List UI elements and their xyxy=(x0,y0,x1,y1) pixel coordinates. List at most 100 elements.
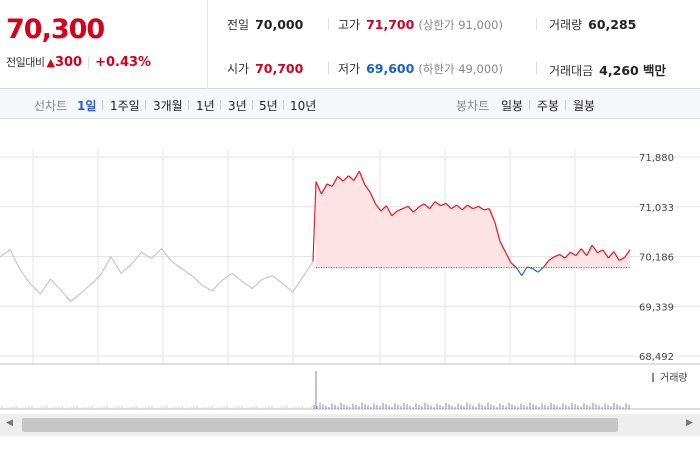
price-line-segment xyxy=(337,175,344,182)
price-line-segment xyxy=(412,206,420,213)
candle-chart-label: 봉차트 xyxy=(456,99,490,113)
line-chart-label: 선차트 xyxy=(34,99,68,113)
price-line-segment xyxy=(429,201,436,210)
price-line-segment xyxy=(353,170,360,181)
upper-limit: (상한가 91,000) xyxy=(418,18,503,32)
volume-legend: 거래량 xyxy=(660,372,688,384)
price-line-segment xyxy=(580,248,588,257)
price-line-segment xyxy=(396,208,403,212)
stat-open: 시가 70,700 xyxy=(227,60,303,77)
price-line-segment xyxy=(461,204,469,211)
price-line-segment xyxy=(564,251,571,259)
period-1w[interactable]: 1주일 xyxy=(110,99,140,113)
price-line-segment xyxy=(434,201,441,207)
stat-low: 저가 69,600 (하한가 49,000) xyxy=(338,60,503,77)
price-line-segment xyxy=(483,208,490,211)
price-line-segment xyxy=(548,256,555,261)
period-3m[interactable]: 3개월 xyxy=(153,99,183,113)
divider xyxy=(328,18,329,30)
divider xyxy=(188,100,189,110)
period-10y[interactable]: 10년 xyxy=(290,99,317,113)
divider xyxy=(145,100,146,110)
price-line-segment xyxy=(402,205,409,210)
scroll-right-icon[interactable]: ▶ xyxy=(686,418,693,428)
candle-monthly[interactable]: 월봉 xyxy=(573,99,596,113)
price-line-segment xyxy=(385,205,393,217)
divider xyxy=(102,100,103,110)
stat-amount: 거래대금 4,260 백만 xyxy=(549,60,666,79)
price-line-segment xyxy=(510,262,517,268)
scrollbar-thumb[interactable] xyxy=(22,418,618,432)
price-line-segment xyxy=(364,184,371,193)
price-line-segment xyxy=(570,251,577,257)
price-line-segment xyxy=(618,256,625,261)
y-tick-label: 71,033 xyxy=(639,203,674,214)
scroll-left-icon[interactable]: ◀ xyxy=(6,418,13,428)
price-line-segment xyxy=(445,202,452,210)
stat-value: 70,000 xyxy=(255,17,304,32)
stat-value: 4,260 백만 xyxy=(599,63,667,78)
stat-value: 71,700 xyxy=(366,17,415,32)
price-line-segment xyxy=(597,249,604,254)
price-line-segment xyxy=(320,183,328,195)
stat-value: 69,600 xyxy=(366,61,415,76)
stat-value: 70,700 xyxy=(255,61,304,76)
open-gap-line xyxy=(312,181,317,262)
chart-grid xyxy=(0,149,700,410)
price-line-segment xyxy=(478,205,485,211)
divider xyxy=(88,56,90,69)
price-line-segment xyxy=(358,170,366,185)
price-line-segment xyxy=(326,183,333,187)
stat-label: 시가 xyxy=(227,62,250,76)
stat-label: 거래대금 xyxy=(549,64,594,78)
candle-daily[interactable]: 일봉 xyxy=(501,99,524,113)
price-line-segment xyxy=(613,251,620,261)
price-line-segment xyxy=(348,175,355,181)
price-line-segment xyxy=(553,253,560,258)
stat-high: 고가 71,700 (상한가 91,000) xyxy=(338,16,503,33)
y-tick-label: 70,186 xyxy=(639,253,674,264)
stat-label: 고가 xyxy=(338,18,361,32)
price-fill-area xyxy=(316,171,630,268)
change-label: 전일대비 xyxy=(6,56,45,69)
price-line-segment xyxy=(391,210,398,217)
intraday-price-chart[interactable]: 71,880 71,033 70,186 69,339 68,492 거래량 xyxy=(0,119,700,414)
price-line-segment xyxy=(488,208,496,222)
divider xyxy=(220,100,221,110)
price-line-segment xyxy=(532,268,539,273)
up-arrow-icon: ▲ xyxy=(46,56,55,69)
current-price: 70,300 xyxy=(6,14,105,45)
stat-prev-close: 전일 70,000 xyxy=(227,16,303,33)
price-line-segment xyxy=(342,175,349,182)
candle-weekly[interactable]: 주봉 xyxy=(537,99,560,113)
divider xyxy=(283,100,284,110)
price-line-segment xyxy=(440,202,447,207)
price-line-segment xyxy=(315,181,323,195)
period-5y[interactable]: 5년 xyxy=(259,99,278,113)
price-line-segment xyxy=(423,203,431,210)
period-1d[interactable]: 1일 xyxy=(77,99,97,113)
volume-panel xyxy=(1,371,654,409)
price-line-segment xyxy=(407,205,414,213)
price-line-segment xyxy=(607,251,615,259)
period-3y[interactable]: 3년 xyxy=(228,99,247,113)
divider xyxy=(565,100,566,110)
chart-scrollbar[interactable]: ◀ ▶ xyxy=(0,414,700,436)
price-line-segment xyxy=(515,267,523,277)
stat-label: 저가 xyxy=(338,62,361,76)
price-line-segment xyxy=(575,248,582,257)
price-line-segment xyxy=(499,241,507,253)
divider xyxy=(328,62,329,74)
price-line-segment xyxy=(624,249,631,258)
y-tick-label: 68,492 xyxy=(639,352,674,363)
prev-day-line xyxy=(0,247,314,303)
divider xyxy=(252,100,253,110)
price-line-segment xyxy=(586,244,593,256)
price-line-segment xyxy=(472,205,479,210)
y-axis-ticks: 71,880 71,033 70,186 69,339 68,492 xyxy=(639,153,674,363)
y-tick-label: 69,339 xyxy=(639,302,674,313)
volume-legend-swatch xyxy=(652,373,654,382)
price-line-segment xyxy=(380,205,387,212)
period-1y[interactable]: 1년 xyxy=(196,99,215,113)
stat-label: 전일 xyxy=(227,18,250,32)
